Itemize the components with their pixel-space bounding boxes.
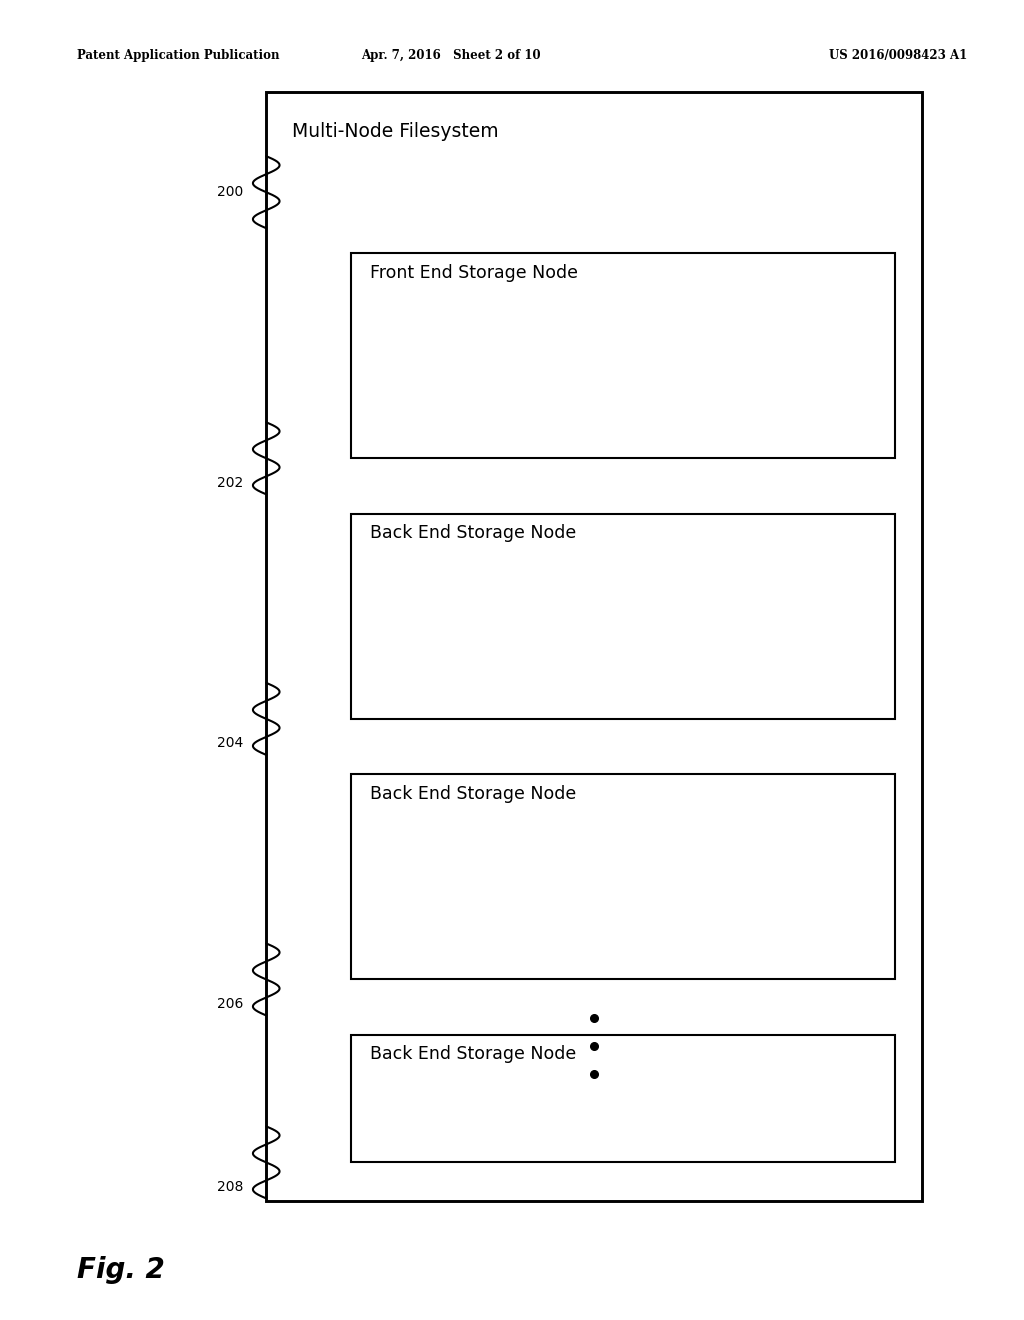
Text: Back End Storage Node: Back End Storage Node	[370, 1045, 577, 1064]
Text: 206: 206	[217, 997, 244, 1011]
Bar	[351, 513, 895, 719]
Text: 202: 202	[217, 475, 244, 490]
Text: US 2016/0098423 A1: US 2016/0098423 A1	[829, 49, 968, 62]
Text: 208: 208	[217, 1180, 244, 1193]
Text: 200: 200	[217, 185, 244, 199]
Text: Fig. 2: Fig. 2	[77, 1255, 165, 1284]
Text: Front End Storage Node: Front End Storage Node	[370, 264, 578, 281]
Text: Apr. 7, 2016   Sheet 2 of 10: Apr. 7, 2016 Sheet 2 of 10	[360, 49, 541, 62]
Text: Back End Storage Node: Back End Storage Node	[370, 785, 577, 803]
Text: Patent Application Publication: Patent Application Publication	[77, 49, 280, 62]
Bar	[351, 775, 895, 979]
Bar	[266, 92, 922, 1201]
Text: 204: 204	[217, 737, 244, 750]
Text: Multi-Node Filesystem: Multi-Node Filesystem	[293, 121, 499, 141]
Text: Back End Storage Node: Back End Storage Node	[370, 524, 577, 543]
Bar	[351, 1035, 895, 1163]
Bar	[351, 253, 895, 458]
